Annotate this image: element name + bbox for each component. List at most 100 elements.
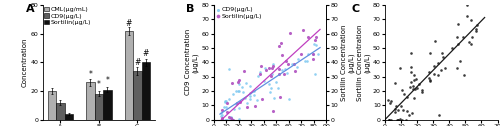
Point — [434, 62, 442, 64]
CD9(μg/L) — [222, 119, 230, 121]
Sortilin(μg/L) — [234, 81, 242, 83]
Point — [452, 36, 460, 38]
Point — [412, 78, 420, 80]
Point — [472, 30, 480, 33]
Point — [384, 119, 392, 121]
CD9(μg/L) — [268, 73, 276, 75]
Text: #: # — [126, 19, 132, 28]
CD9(μg/L) — [222, 119, 230, 121]
Sortilin(μg/L) — [264, 67, 272, 69]
Sortilin(μg/L) — [312, 36, 320, 38]
CD9(μg/L) — [222, 100, 230, 102]
CD9(μg/L) — [242, 82, 250, 84]
Sortilin(μg/L) — [228, 119, 236, 121]
CD9(μg/L) — [274, 87, 282, 89]
Point — [408, 53, 416, 55]
Point — [396, 105, 404, 107]
Sortilin(μg/L) — [269, 110, 277, 112]
Point — [460, 74, 468, 76]
Point — [402, 110, 410, 112]
Point — [430, 73, 438, 75]
CD9(μg/L) — [304, 53, 312, 55]
Point — [430, 40, 438, 42]
Sortilin(μg/L) — [278, 54, 286, 56]
Point — [410, 79, 418, 81]
Sortilin(μg/L) — [286, 32, 294, 34]
CD9(μg/L) — [270, 97, 278, 99]
Point — [426, 79, 434, 81]
Point — [408, 113, 416, 115]
Legend: CML(μg/mL), CD9(μg/L), Sortilin(μg/L): CML(μg/mL), CD9(μg/L), Sortilin(μg/L) — [44, 6, 92, 26]
CD9(μg/L) — [283, 72, 291, 74]
Sortilin(μg/L) — [258, 98, 266, 100]
Text: #: # — [134, 58, 140, 67]
Sortilin(μg/L) — [256, 73, 264, 75]
Point — [394, 119, 402, 121]
Sortilin(μg/L) — [218, 119, 226, 121]
Point — [384, 99, 392, 101]
Sortilin(μg/L) — [236, 101, 244, 103]
CD9(μg/L) — [216, 115, 224, 117]
CD9(μg/L) — [234, 90, 242, 92]
CD9(μg/L) — [314, 53, 322, 55]
Sortilin(μg/L) — [240, 70, 248, 72]
CD9(μg/L) — [278, 69, 285, 71]
CD9(μg/L) — [256, 71, 264, 73]
CD9(μg/L) — [303, 60, 311, 62]
Text: #: # — [142, 49, 149, 58]
Point — [391, 108, 399, 110]
Sortilin(μg/L) — [268, 67, 276, 69]
Point — [436, 114, 444, 116]
Point — [472, 28, 480, 30]
Sortilin(μg/L) — [298, 53, 306, 55]
Sortilin(μg/L) — [311, 39, 319, 41]
CD9(μg/L) — [282, 68, 290, 70]
Point — [396, 118, 404, 120]
Point — [406, 71, 414, 73]
Sortilin(μg/L) — [275, 68, 283, 70]
CD9(μg/L) — [243, 102, 251, 104]
Sortilin(μg/L) — [262, 69, 270, 71]
CD9(μg/L) — [266, 91, 274, 93]
Bar — [94, 94, 103, 120]
CD9(μg/L) — [222, 106, 230, 108]
Point — [384, 119, 392, 121]
CD9(μg/L) — [222, 119, 230, 121]
Sortilin(μg/L) — [298, 29, 306, 31]
CD9(μg/L) — [228, 118, 235, 120]
CD9(μg/L) — [246, 98, 254, 100]
Sortilin(μg/L) — [310, 58, 318, 60]
CD9(μg/L) — [218, 112, 226, 114]
Sortilin(μg/L) — [236, 79, 244, 81]
Sortilin(μg/L) — [280, 73, 288, 75]
CD9(μg/L) — [260, 80, 268, 82]
Y-axis label: Sortilin Concentration
(μg/L): Sortilin Concentration (μg/L) — [341, 24, 354, 101]
Sortilin(μg/L) — [284, 63, 292, 65]
Point — [386, 119, 394, 121]
CD9(μg/L) — [225, 98, 233, 100]
Sortilin(μg/L) — [243, 106, 251, 108]
Point — [426, 52, 434, 54]
Point — [468, 43, 475, 45]
CD9(μg/L) — [310, 73, 318, 75]
Bar — [86, 82, 94, 120]
CD9(μg/L) — [250, 94, 258, 96]
Point — [400, 93, 408, 95]
Point — [409, 85, 417, 87]
Point — [394, 119, 402, 121]
CD9(μg/L) — [234, 90, 242, 92]
CD9(μg/L) — [285, 98, 293, 100]
CD9(μg/L) — [254, 99, 262, 101]
Point — [386, 102, 394, 104]
CD9(μg/L) — [239, 91, 247, 93]
Point — [402, 119, 410, 121]
Point — [387, 119, 395, 121]
Sortilin(μg/L) — [227, 117, 235, 119]
CD9(μg/L) — [225, 68, 233, 70]
Sortilin(μg/L) — [226, 116, 234, 118]
Point — [473, 24, 481, 26]
CD9(μg/L) — [309, 53, 317, 55]
Bar — [103, 90, 112, 120]
Bar — [124, 31, 133, 120]
CD9(μg/L) — [235, 107, 243, 109]
